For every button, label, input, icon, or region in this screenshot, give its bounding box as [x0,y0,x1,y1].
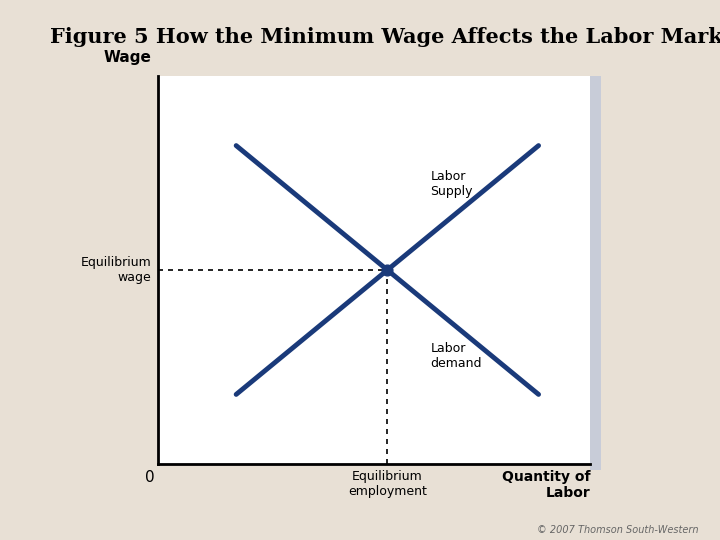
Text: Figure 5 How the Minimum Wage Affects the Labor Market: Figure 5 How the Minimum Wage Affects th… [50,27,720,47]
Text: Wage: Wage [104,50,151,65]
Text: Labor
Supply: Labor Supply [431,171,473,199]
Point [382,266,393,274]
Text: © 2007 Thomson South-Western: © 2007 Thomson South-Western [537,524,698,535]
Text: Labor
demand: Labor demand [431,341,482,369]
Text: 0: 0 [145,470,155,485]
Text: Equilibrium
wage: Equilibrium wage [81,256,151,284]
Text: Quantity of
Labor: Quantity of Labor [502,470,590,500]
Text: Equilibrium
employment: Equilibrium employment [348,470,427,498]
